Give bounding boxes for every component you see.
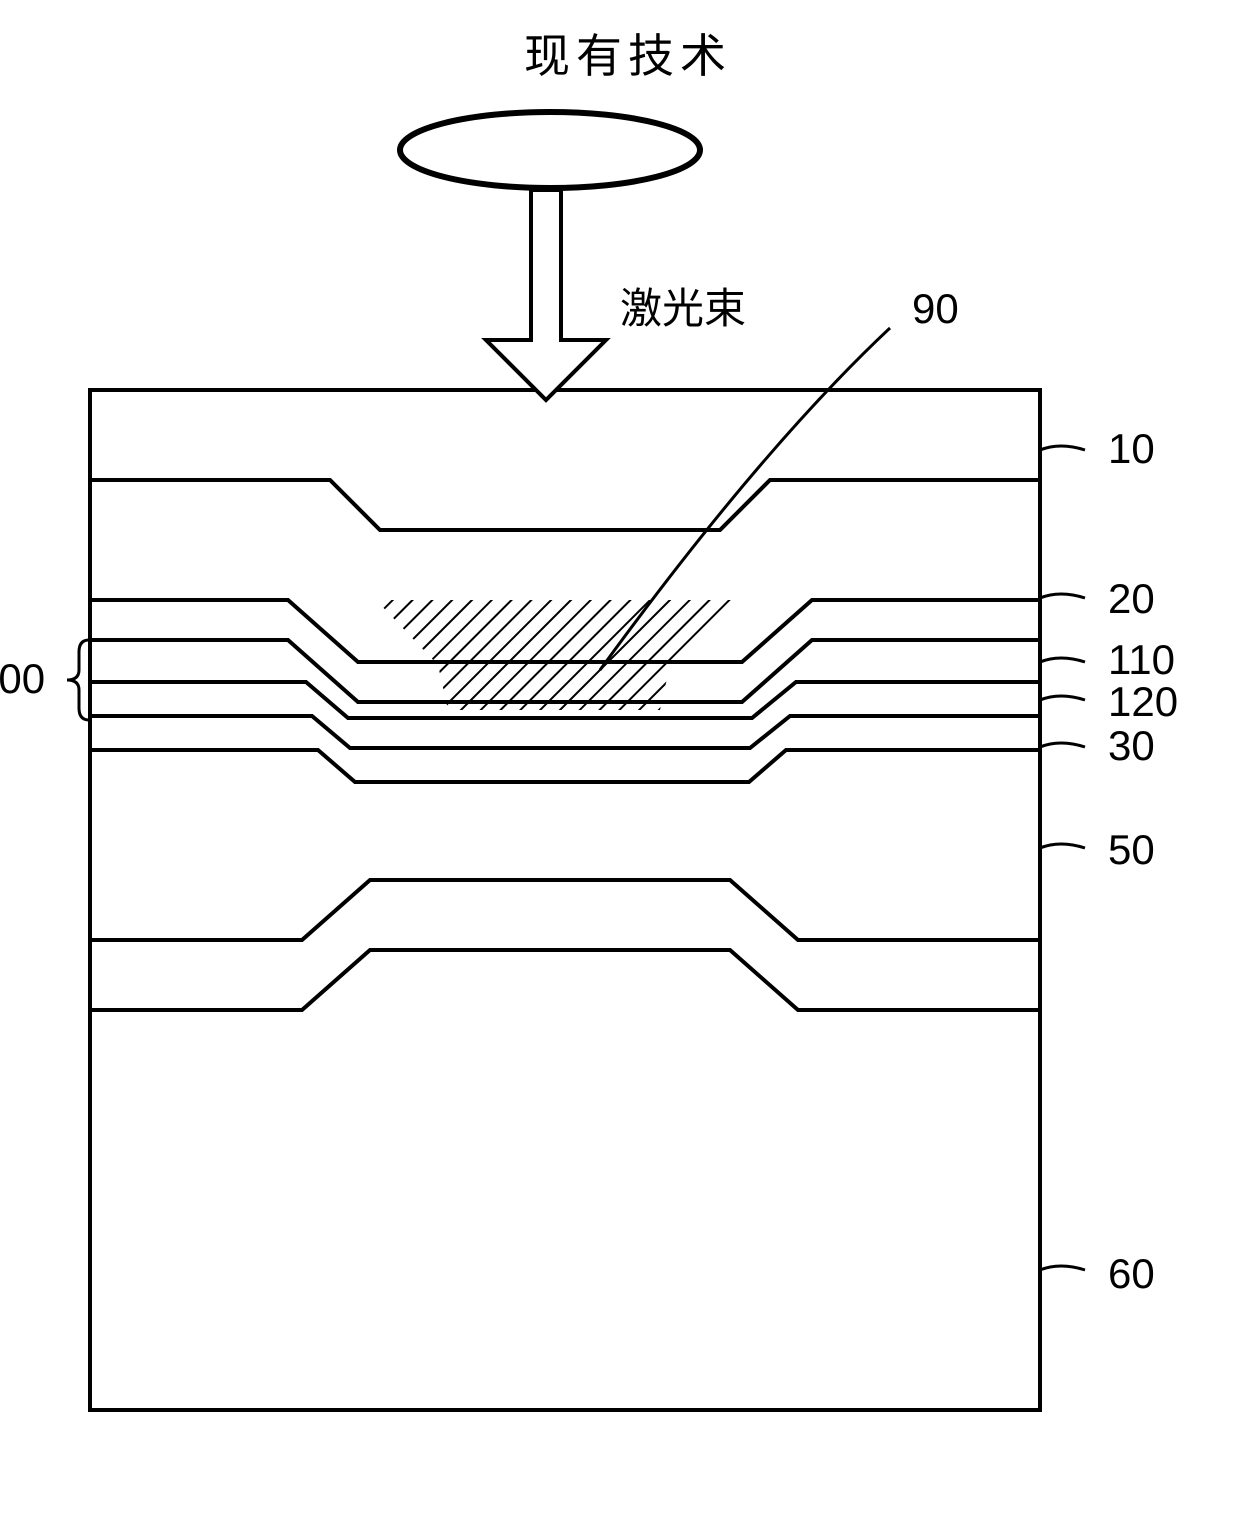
ref-60-label: 60 [1108, 1250, 1155, 1298]
heading-prior-art: 现有技术 [0, 20, 1256, 86]
ref-30-label: 30 [1108, 722, 1155, 770]
brace-100-label: 100 [0, 655, 45, 703]
ref-50-label: 50 [1108, 826, 1155, 874]
ref-110-label: 110 [1108, 636, 1175, 684]
ref-10-label: 10 [1108, 425, 1155, 473]
ref-120-label: 120 [1108, 678, 1178, 726]
laser-beam-label: 激光束 [620, 275, 746, 336]
ref-20-label: 20 [1108, 575, 1155, 623]
ref-90-label: 90 [912, 285, 959, 333]
